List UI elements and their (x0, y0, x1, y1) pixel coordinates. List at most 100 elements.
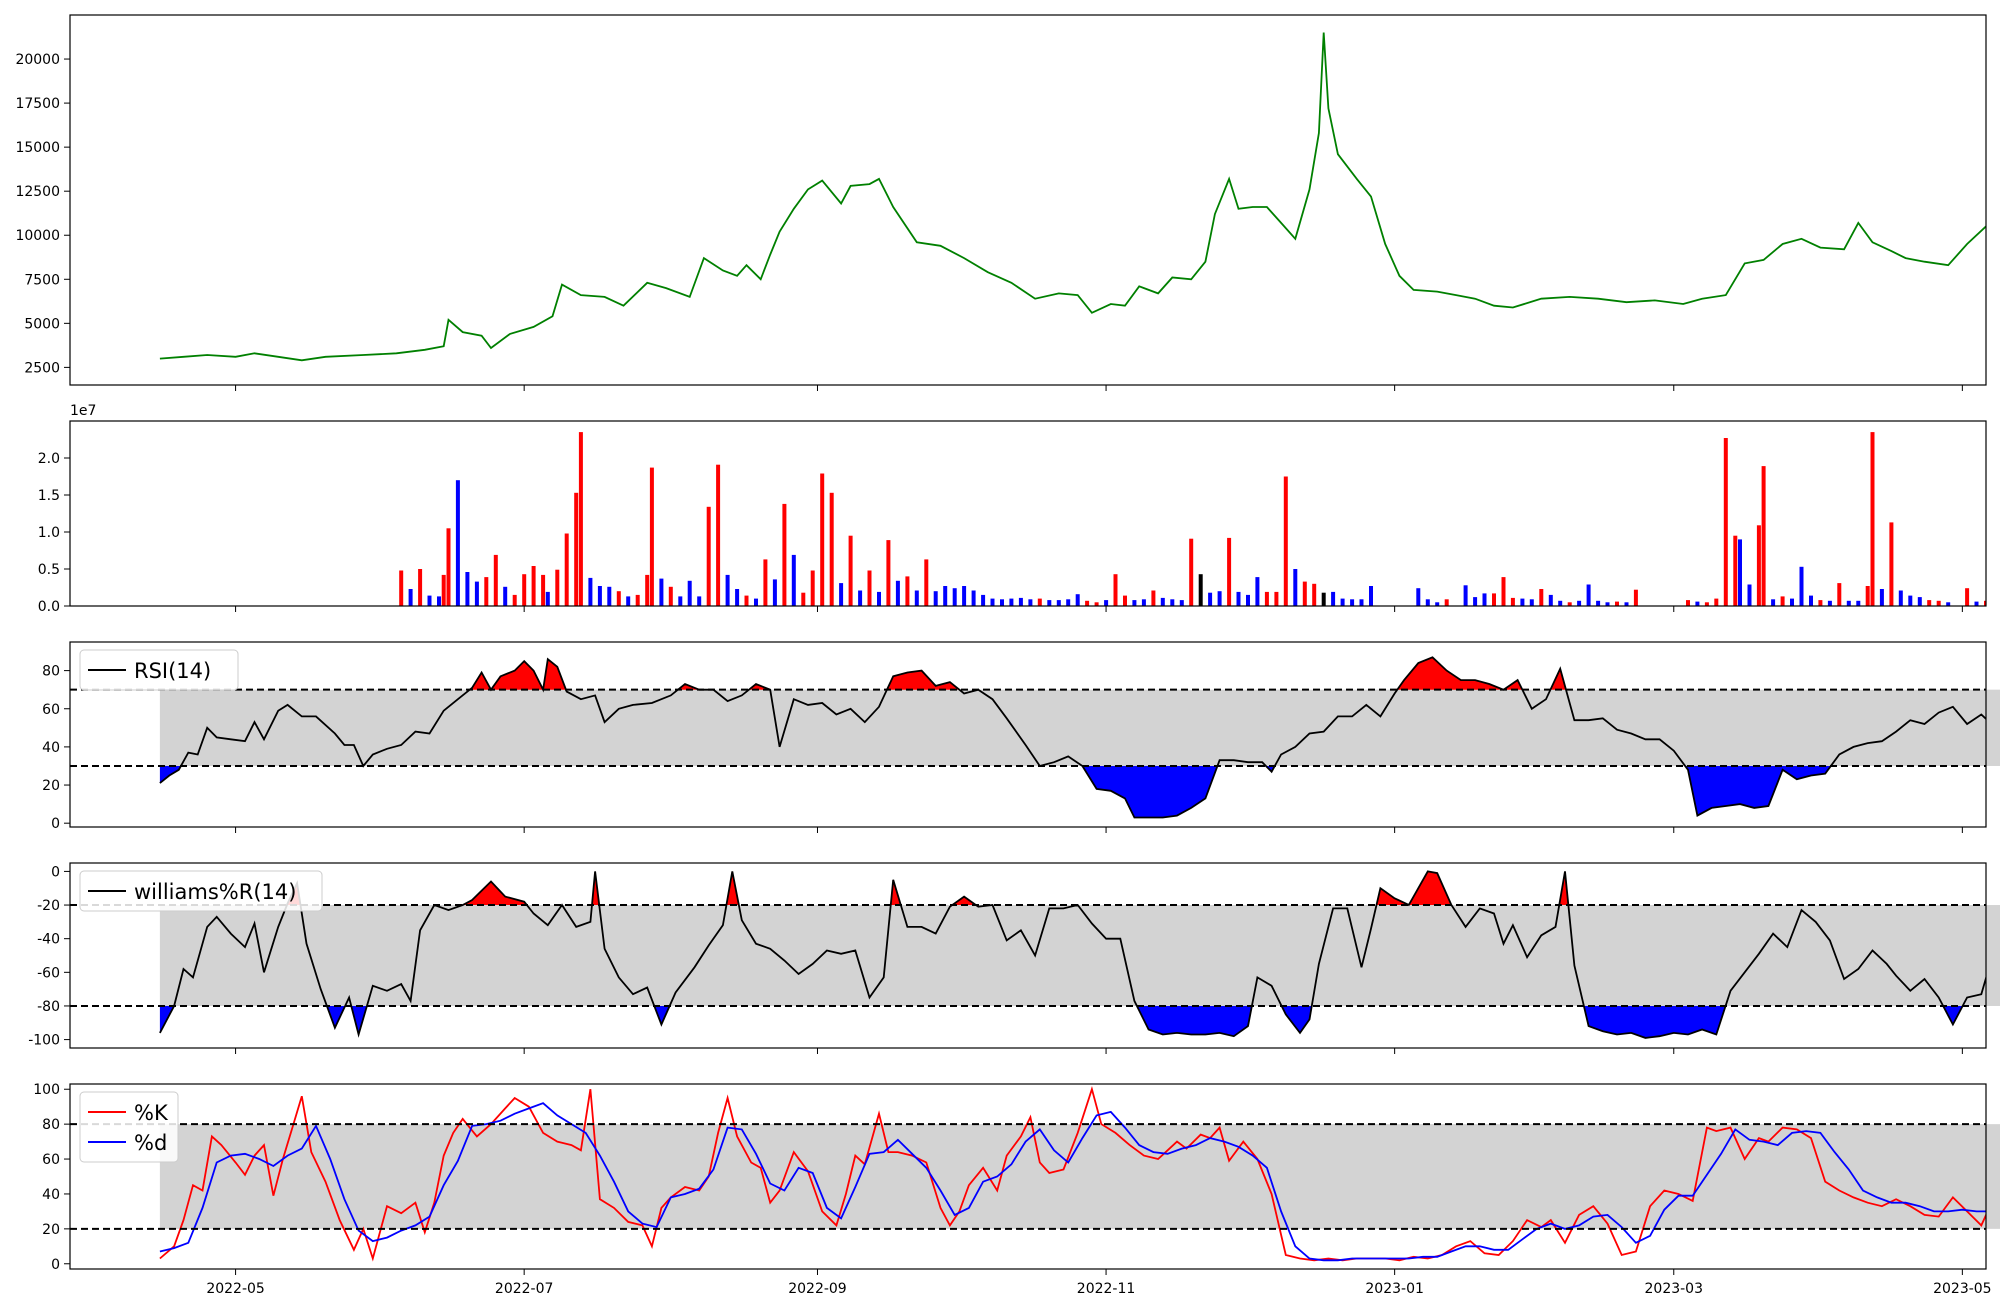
volume-bar (1132, 600, 1137, 606)
price-line (159, 32, 1986, 362)
volume-bar (1605, 602, 1610, 606)
price-panel-frame (69, 14, 1987, 386)
x-tick-label: 2023-03 (1645, 1281, 1704, 1297)
williams-y-tick-label: -40 (37, 932, 60, 948)
volume-bar (1359, 599, 1364, 606)
volume-bar (895, 580, 900, 606)
volume-bar (877, 591, 881, 606)
volume-bar (1028, 599, 1033, 606)
volume-y-tick-label: 0.0 (38, 599, 60, 615)
volume-bar (1756, 525, 1761, 606)
stochastic-neutral-band (159, 1124, 2000, 1229)
volume-y-tick-label: 0.5 (38, 562, 60, 578)
price-y-tick-label: 20000 (15, 52, 60, 68)
volume-bar (1586, 584, 1591, 606)
volume-bar (1780, 596, 1785, 606)
volume-bar (1686, 600, 1690, 606)
volume-bar (484, 577, 489, 606)
volume-bar (933, 591, 938, 606)
volume-bar (1747, 584, 1752, 606)
stochastic-legend-label: %K (134, 1101, 169, 1125)
stochastic-legend-label: %d (134, 1131, 167, 1155)
volume-y-tick-label: 1.0 (38, 525, 60, 541)
volume-bar (1946, 602, 1951, 606)
volume-bar (735, 589, 740, 606)
volume-bar (493, 554, 498, 606)
volume-bar (418, 569, 423, 606)
volume-bar (1463, 585, 1468, 606)
volume-bar (1870, 432, 1875, 606)
volume-bar (659, 578, 664, 606)
volume-bar (981, 594, 986, 606)
volume-bar (1037, 598, 1042, 606)
williams-panel-frame (69, 862, 1987, 1049)
volume-bar (1066, 599, 1071, 606)
volume-bar (1056, 600, 1061, 606)
volume-bar (687, 580, 692, 606)
volume-bar (616, 591, 621, 606)
volume-y-tick-label: 2.0 (38, 451, 60, 467)
volume-bar (962, 586, 967, 606)
price-y-tick-label: 17500 (15, 96, 60, 112)
volume-bar (545, 591, 550, 606)
rsi-legend-box (79, 649, 239, 691)
volume-bar (801, 592, 806, 606)
price-y-tick-label: 15000 (15, 140, 60, 156)
volume-bar (607, 586, 612, 606)
volume-bar (1179, 600, 1184, 606)
volume-bar (1624, 602, 1629, 606)
volume-bar (1965, 588, 1970, 606)
volume-bar (626, 596, 631, 606)
williams-y-tick-label: -20 (37, 898, 60, 914)
volume-bar (1558, 600, 1563, 606)
volume-bar (1104, 600, 1109, 606)
volume-bar (1865, 586, 1870, 606)
volume-bar (952, 588, 957, 606)
volume-bar (754, 598, 758, 606)
volume-bar (1047, 600, 1052, 606)
volume-bar (1596, 600, 1601, 606)
tick-layer: 25005000750010000125001500017500200000.0… (15, 52, 1991, 1297)
volume-bar (867, 570, 872, 606)
volume-bar (706, 506, 711, 606)
volume-bar (1738, 539, 1742, 606)
stochastic-legend-box (79, 1091, 179, 1163)
volume-bar (924, 559, 929, 606)
volume-bar (791, 554, 796, 606)
williams-legend-box (79, 870, 323, 912)
volume-bar (1255, 577, 1260, 606)
volume-bar (1879, 589, 1884, 606)
x-tick-label: 2022-05 (206, 1281, 265, 1297)
volume-bar (725, 574, 730, 606)
volume-bar (635, 594, 640, 606)
volume-bar (1350, 599, 1355, 606)
volume-bar (522, 574, 527, 606)
stochastic-line-k (159, 1086, 1986, 1262)
williams-oversold-fill (159, 1006, 1963, 1038)
volume-bar (1615, 601, 1619, 606)
x-tick-label: 2023-01 (1365, 1281, 1424, 1297)
rsi-y-tick-label: 80 (42, 664, 60, 680)
volume-panel-frame (69, 420, 1987, 607)
volume-bar (716, 464, 721, 606)
volume-bar (1444, 599, 1449, 606)
volume-bar (858, 590, 863, 606)
volume-bar (1321, 592, 1326, 606)
volume-bar (1340, 598, 1345, 606)
rsi-line (159, 656, 1986, 819)
volume-bar (668, 586, 673, 606)
volume-bar (971, 590, 976, 606)
stochastic-y-tick-label: 60 (42, 1152, 60, 1168)
volume-bar (1856, 600, 1861, 606)
williams-y-tick-label: -60 (37, 965, 60, 981)
volume-bar (839, 583, 844, 606)
volume-bar (914, 590, 919, 606)
volume-bar (1312, 583, 1317, 606)
volume-y-tick-label: 1.5 (38, 488, 60, 504)
stochastic-y-tick-label: 20 (42, 1222, 60, 1238)
volume-bar (1818, 600, 1823, 606)
volume-bar (1984, 600, 1986, 606)
volume-bar (1492, 593, 1496, 606)
volume-bar (886, 540, 891, 606)
volume-bar (441, 574, 446, 606)
